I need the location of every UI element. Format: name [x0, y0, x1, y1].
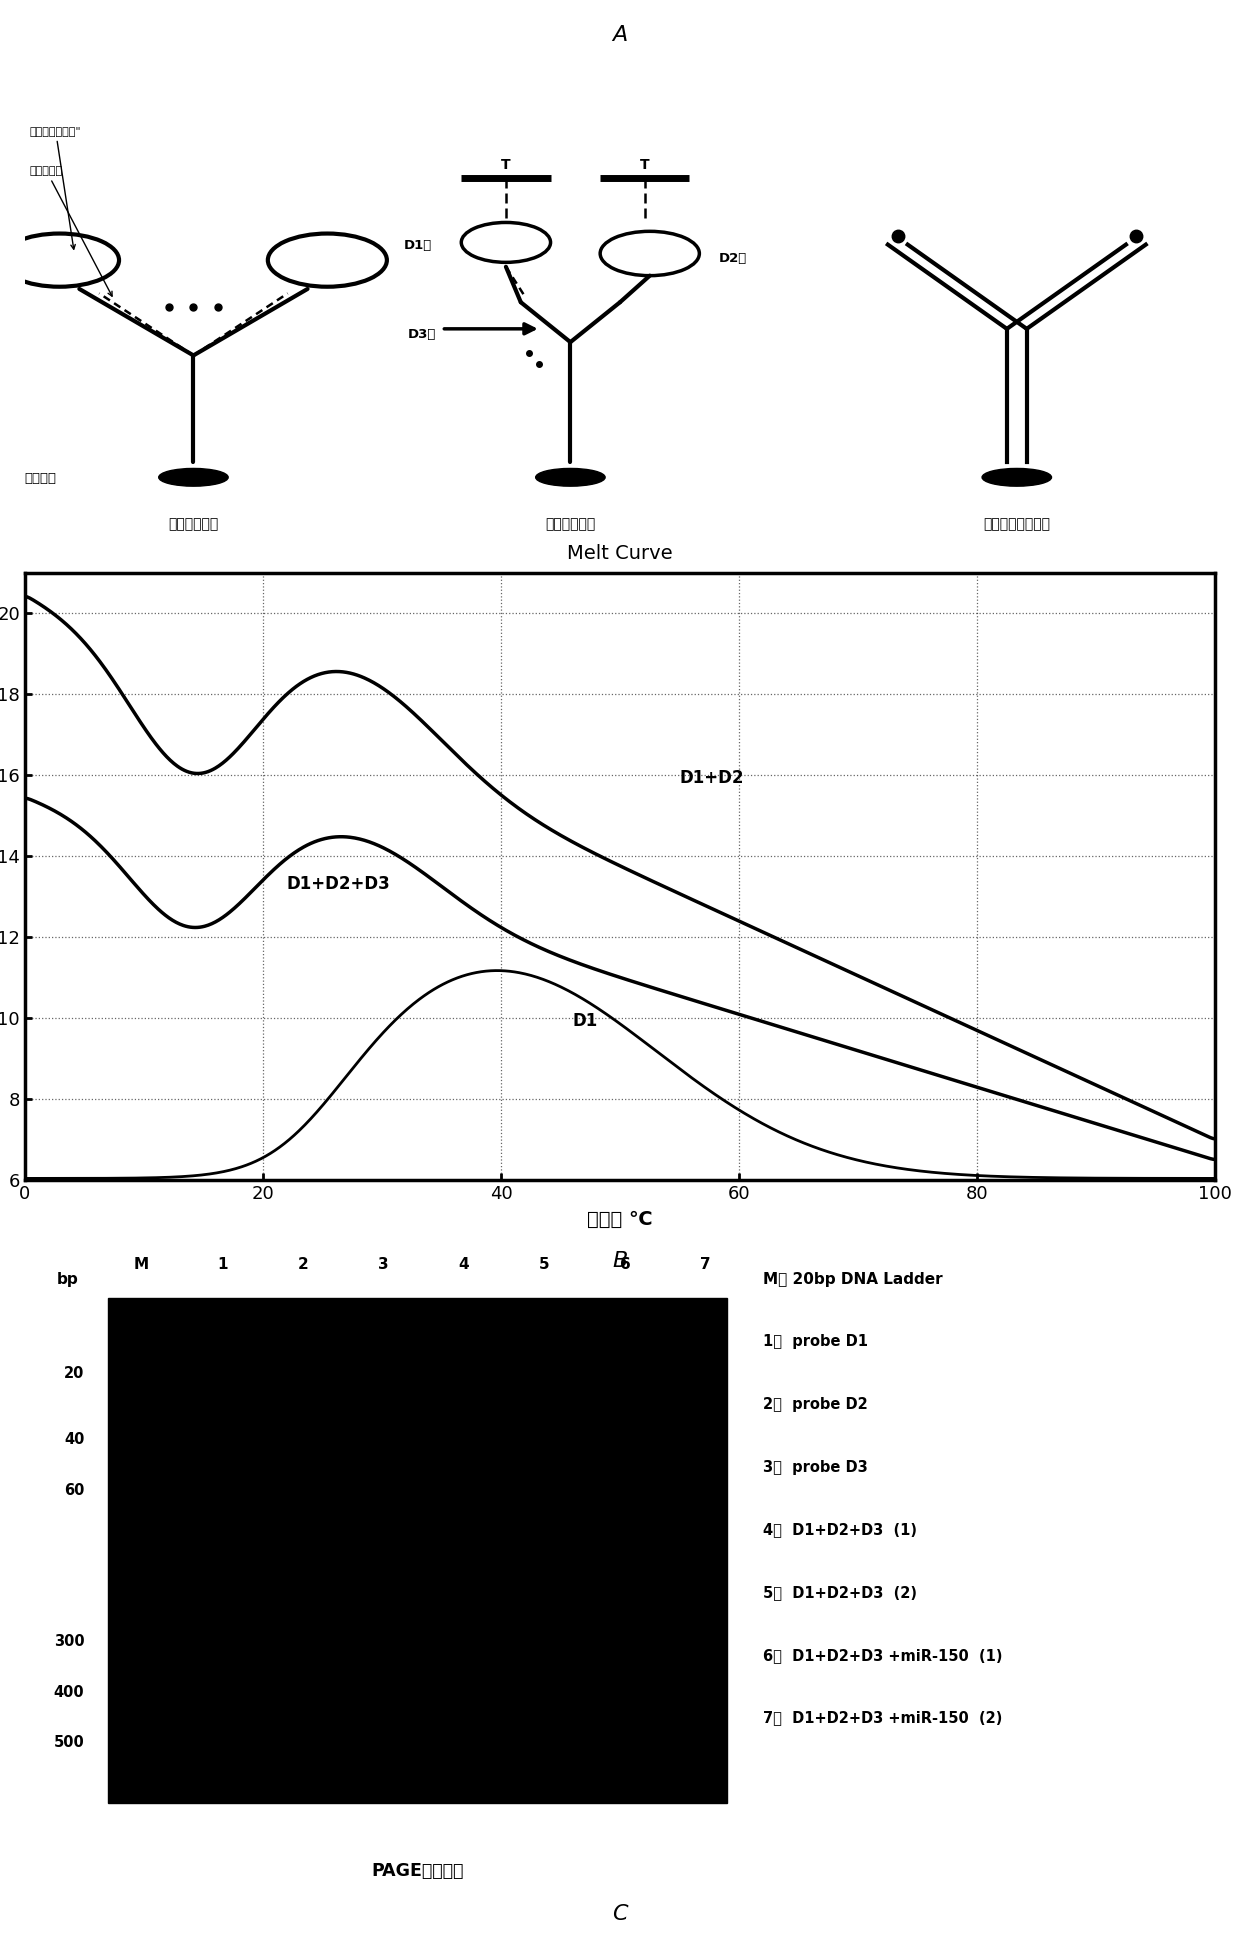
Text: 7：  D1+D2+D3 +miR-150  (2): 7： D1+D2+D3 +miR-150 (2) [763, 1710, 1002, 1725]
Text: 2：  probe D2: 2： probe D2 [763, 1397, 868, 1413]
Text: 400: 400 [53, 1685, 84, 1700]
Text: 6：  D1+D2+D3 +miR-150  (1): 6： D1+D2+D3 +miR-150 (1) [763, 1648, 1002, 1663]
Text: 300: 300 [53, 1634, 84, 1650]
Text: D1钉: D1钉 [403, 239, 432, 253]
Text: 20: 20 [64, 1366, 84, 1381]
Text: 2: 2 [298, 1257, 308, 1273]
Text: 茎部端节点: 茎部端节点 [30, 165, 112, 295]
Text: M： 20bp DNA Ladder: M： 20bp DNA Ladder [763, 1271, 942, 1286]
Bar [108, 1298, 727, 1803]
Text: 1：  probe D1: 1： probe D1 [763, 1335, 868, 1348]
Text: D1: D1 [573, 1012, 598, 1030]
Text: 常温稳定状态: 常温稳定状态 [169, 517, 218, 530]
Text: M: M [134, 1257, 149, 1273]
Text: 荧光淡灬分子对": 荧光淡灬分子对" [30, 126, 82, 249]
Text: 60: 60 [64, 1483, 84, 1498]
Text: B: B [613, 1251, 627, 1271]
Text: 7: 7 [701, 1257, 711, 1273]
Text: 3: 3 [378, 1257, 388, 1273]
Text: 40: 40 [64, 1432, 84, 1448]
Text: bp: bp [57, 1271, 78, 1286]
Text: 3：  probe D3: 3： probe D3 [763, 1459, 868, 1475]
Text: 高温解鑉状态: 高温解鑉状态 [546, 517, 595, 530]
Text: 5：  D1+D2+D3  (2): 5： D1+D2+D3 (2) [763, 1585, 916, 1599]
Text: 4：  D1+D2+D3  (1): 4： D1+D2+D3 (1) [763, 1523, 916, 1537]
Ellipse shape [982, 468, 1052, 486]
Text: T: T [501, 157, 511, 173]
Ellipse shape [159, 468, 228, 486]
Text: D1+D2: D1+D2 [680, 769, 744, 787]
Ellipse shape [536, 468, 605, 486]
Text: 6: 6 [620, 1257, 630, 1273]
Text: 纳米磁珠: 纳米磁珠 [25, 472, 57, 484]
X-axis label: 温度， ℃: 温度， ℃ [588, 1210, 652, 1230]
Text: 5: 5 [539, 1257, 549, 1273]
Text: T: T [640, 157, 650, 173]
Text: D2鑉: D2鑉 [719, 253, 748, 266]
Text: 4: 4 [459, 1257, 469, 1273]
Title: Melt Curve: Melt Curve [567, 544, 673, 563]
Text: D3鑉: D3鑉 [408, 328, 436, 340]
Text: D1+D2+D3: D1+D2+D3 [286, 874, 391, 892]
Text: A: A [613, 25, 627, 45]
Text: 1: 1 [217, 1257, 227, 1273]
Text: C: C [613, 1904, 627, 1924]
Text: PAGE凝胶电泳: PAGE凝胶电泳 [372, 1861, 464, 1879]
Text: 退火杂交打开状态: 退火杂交打开状态 [983, 517, 1050, 530]
Text: 500: 500 [53, 1735, 84, 1751]
